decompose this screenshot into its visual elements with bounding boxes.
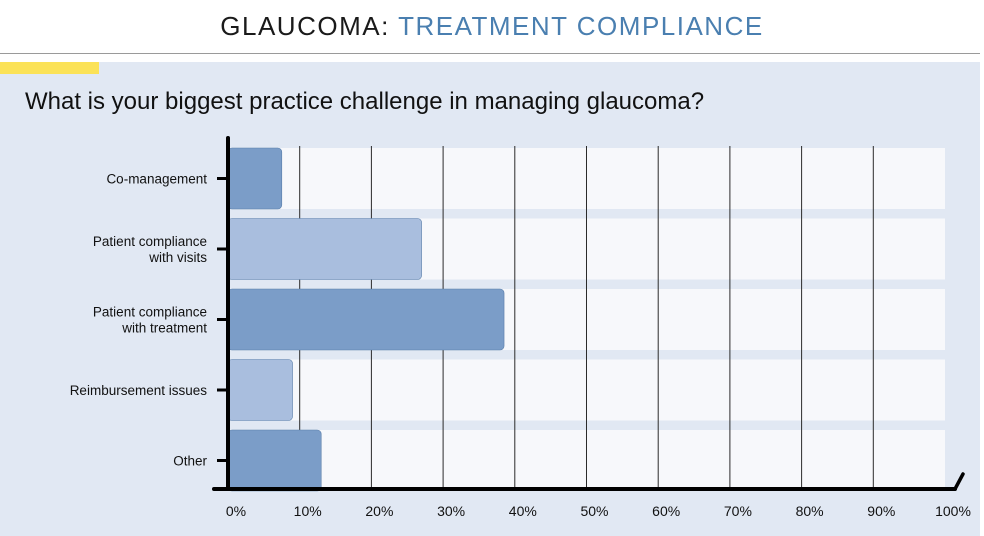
x-tick-label: 0% [226, 503, 246, 519]
header-title-separator: : [381, 11, 390, 41]
x-tick-label: 90% [867, 503, 895, 519]
x-axis-end-hook [953, 472, 965, 491]
header-title-main: GLAUCOMA [220, 11, 382, 41]
bar [227, 288, 505, 351]
x-tick-label: 80% [796, 503, 824, 519]
y-tick-label: with visits [148, 250, 207, 265]
x-tick-label: 70% [724, 503, 752, 519]
bar [227, 429, 322, 492]
x-tick-label: 100% [935, 503, 971, 519]
y-tick-label: Patient compliance [93, 234, 207, 249]
x-tick-label: 30% [437, 503, 465, 519]
x-tick-label: 60% [652, 503, 680, 519]
header-title-sub: TREATMENT COMPLIANCE [398, 11, 764, 41]
y-tick-label: Other [173, 454, 207, 469]
bar [227, 359, 293, 421]
y-tick-label: Reimbursement issues [70, 383, 208, 398]
y-tick-label: Patient compliance [93, 305, 207, 320]
y-tick-label: with treatment [121, 321, 207, 336]
bar [227, 147, 283, 210]
x-tick-label: 20% [365, 503, 393, 519]
y-tick-label: Co-management [106, 172, 207, 187]
highlight-tab [0, 62, 99, 74]
x-tick-label: 50% [580, 503, 608, 519]
x-tick-label: 40% [509, 503, 537, 519]
survey-question: What is your biggest practice challenge … [25, 88, 705, 115]
x-tick-label: 10% [294, 503, 322, 519]
page-header: GLAUCOMA: TREATMENT COMPLIANCE [0, 0, 984, 52]
header-divider [0, 53, 980, 54]
bar [227, 218, 422, 280]
